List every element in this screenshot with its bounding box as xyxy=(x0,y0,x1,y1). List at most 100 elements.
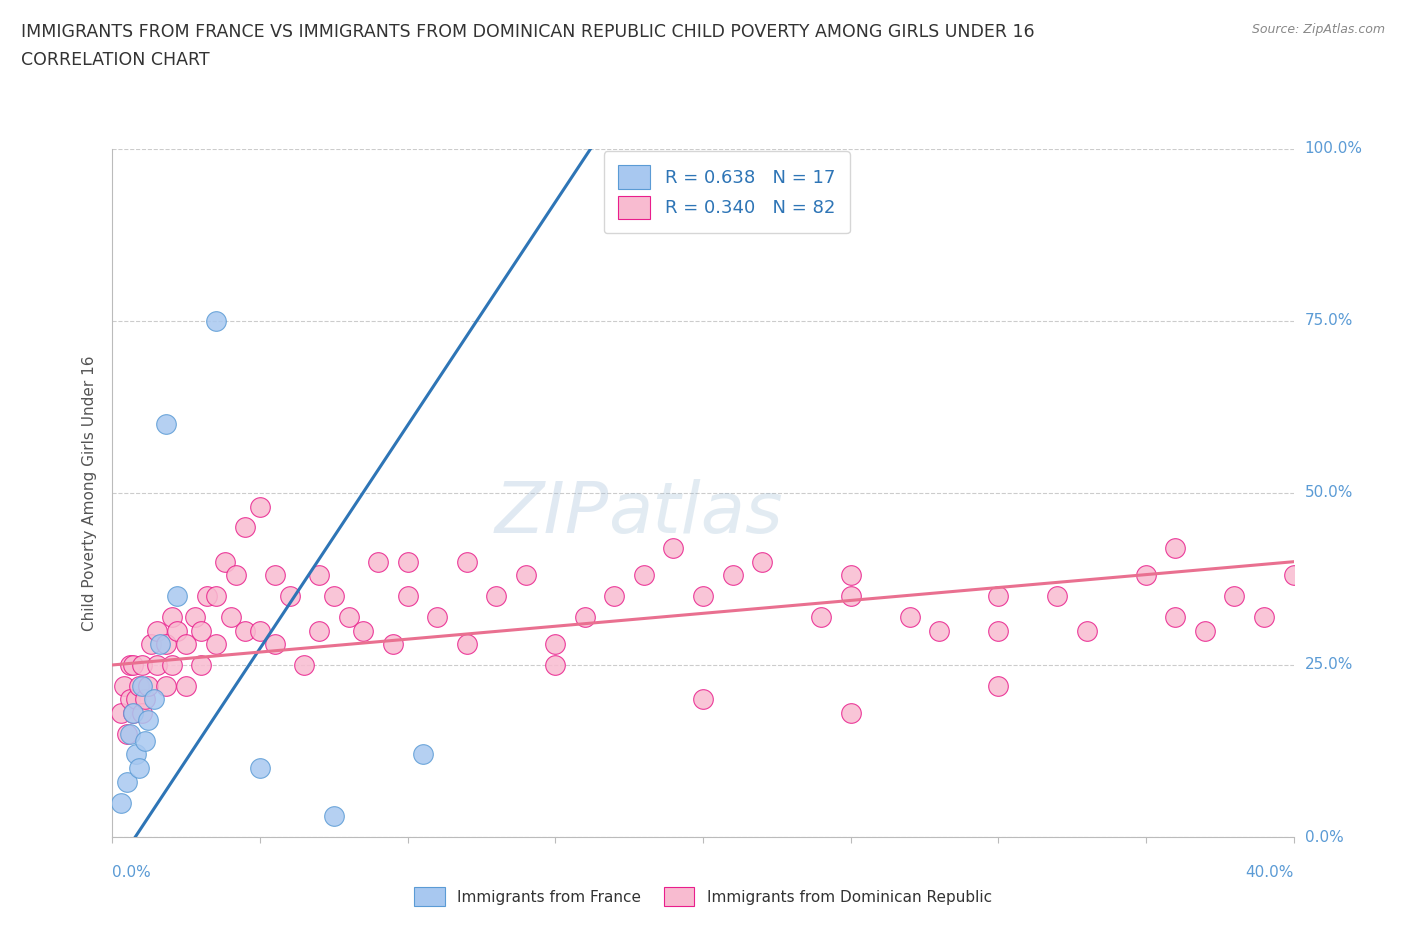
Point xyxy=(131,706,153,721)
Point xyxy=(308,568,330,583)
Point xyxy=(323,589,346,604)
Point xyxy=(308,623,330,638)
Point xyxy=(155,417,177,432)
Point xyxy=(1164,609,1187,624)
Point xyxy=(122,706,145,721)
Point xyxy=(134,692,156,707)
Point xyxy=(128,761,150,776)
Point xyxy=(120,692,142,707)
Point xyxy=(136,712,159,727)
Point xyxy=(249,761,271,776)
Point xyxy=(233,623,256,638)
Point xyxy=(367,554,389,569)
Point xyxy=(136,678,159,693)
Point xyxy=(1253,609,1275,624)
Point xyxy=(1164,540,1187,555)
Point xyxy=(839,568,862,583)
Point xyxy=(1282,568,1305,583)
Point xyxy=(1194,623,1216,638)
Point xyxy=(544,658,567,672)
Point xyxy=(426,609,449,624)
Text: 75.0%: 75.0% xyxy=(1305,313,1353,328)
Text: 40.0%: 40.0% xyxy=(1246,865,1294,880)
Point xyxy=(839,589,862,604)
Text: 50.0%: 50.0% xyxy=(1305,485,1353,500)
Point xyxy=(214,554,236,569)
Legend: Immigrants from France, Immigrants from Dominican Republic: Immigrants from France, Immigrants from … xyxy=(408,881,998,912)
Point xyxy=(1046,589,1069,604)
Point xyxy=(120,658,142,672)
Point xyxy=(146,658,169,672)
Point xyxy=(195,589,218,604)
Point xyxy=(112,678,135,693)
Point xyxy=(396,554,419,569)
Point xyxy=(125,747,148,762)
Point xyxy=(139,637,162,652)
Point xyxy=(155,678,177,693)
Point xyxy=(155,637,177,652)
Point xyxy=(264,637,287,652)
Point xyxy=(544,637,567,652)
Point xyxy=(225,568,247,583)
Point xyxy=(839,706,862,721)
Point xyxy=(633,568,655,583)
Point xyxy=(987,623,1010,638)
Point xyxy=(1135,568,1157,583)
Text: 0.0%: 0.0% xyxy=(112,865,152,880)
Point xyxy=(987,589,1010,604)
Text: ZIP: ZIP xyxy=(494,479,609,548)
Point xyxy=(160,658,183,672)
Point xyxy=(412,747,434,762)
Point xyxy=(382,637,405,652)
Point xyxy=(166,589,188,604)
Point xyxy=(190,623,212,638)
Point xyxy=(721,568,744,583)
Point xyxy=(110,706,132,721)
Point xyxy=(219,609,242,624)
Point xyxy=(160,609,183,624)
Point xyxy=(1223,589,1246,604)
Point xyxy=(205,313,228,328)
Point xyxy=(149,637,172,652)
Point xyxy=(810,609,832,624)
Point xyxy=(323,809,346,824)
Point xyxy=(662,540,685,555)
Point xyxy=(134,733,156,748)
Point xyxy=(128,678,150,693)
Point xyxy=(117,726,138,741)
Text: IMMIGRANTS FROM FRANCE VS IMMIGRANTS FROM DOMINICAN REPUBLIC CHILD POVERTY AMONG: IMMIGRANTS FROM FRANCE VS IMMIGRANTS FRO… xyxy=(21,23,1035,41)
Text: atlas: atlas xyxy=(609,479,783,548)
Point xyxy=(233,520,256,535)
Point xyxy=(264,568,287,583)
Point xyxy=(898,609,921,624)
Point xyxy=(603,589,626,604)
Point xyxy=(125,692,148,707)
Point xyxy=(174,678,197,693)
Point xyxy=(485,589,508,604)
Point xyxy=(122,706,145,721)
Text: 100.0%: 100.0% xyxy=(1305,141,1362,156)
Point xyxy=(184,609,207,624)
Point xyxy=(574,609,596,624)
Point xyxy=(205,589,228,604)
Point xyxy=(166,623,188,638)
Point xyxy=(110,795,132,810)
Point xyxy=(928,623,950,638)
Point xyxy=(1076,623,1098,638)
Point xyxy=(456,637,478,652)
Point xyxy=(692,589,714,604)
Point xyxy=(456,554,478,569)
Point xyxy=(292,658,315,672)
Point xyxy=(396,589,419,604)
Point xyxy=(352,623,374,638)
Point xyxy=(515,568,537,583)
Point xyxy=(117,775,138,790)
Text: 0.0%: 0.0% xyxy=(1305,830,1343,844)
Point xyxy=(131,678,153,693)
Point xyxy=(337,609,360,624)
Point xyxy=(278,589,301,604)
Point xyxy=(174,637,197,652)
Y-axis label: Child Poverty Among Girls Under 16: Child Poverty Among Girls Under 16 xyxy=(82,355,97,631)
Point xyxy=(120,726,142,741)
Point xyxy=(131,658,153,672)
